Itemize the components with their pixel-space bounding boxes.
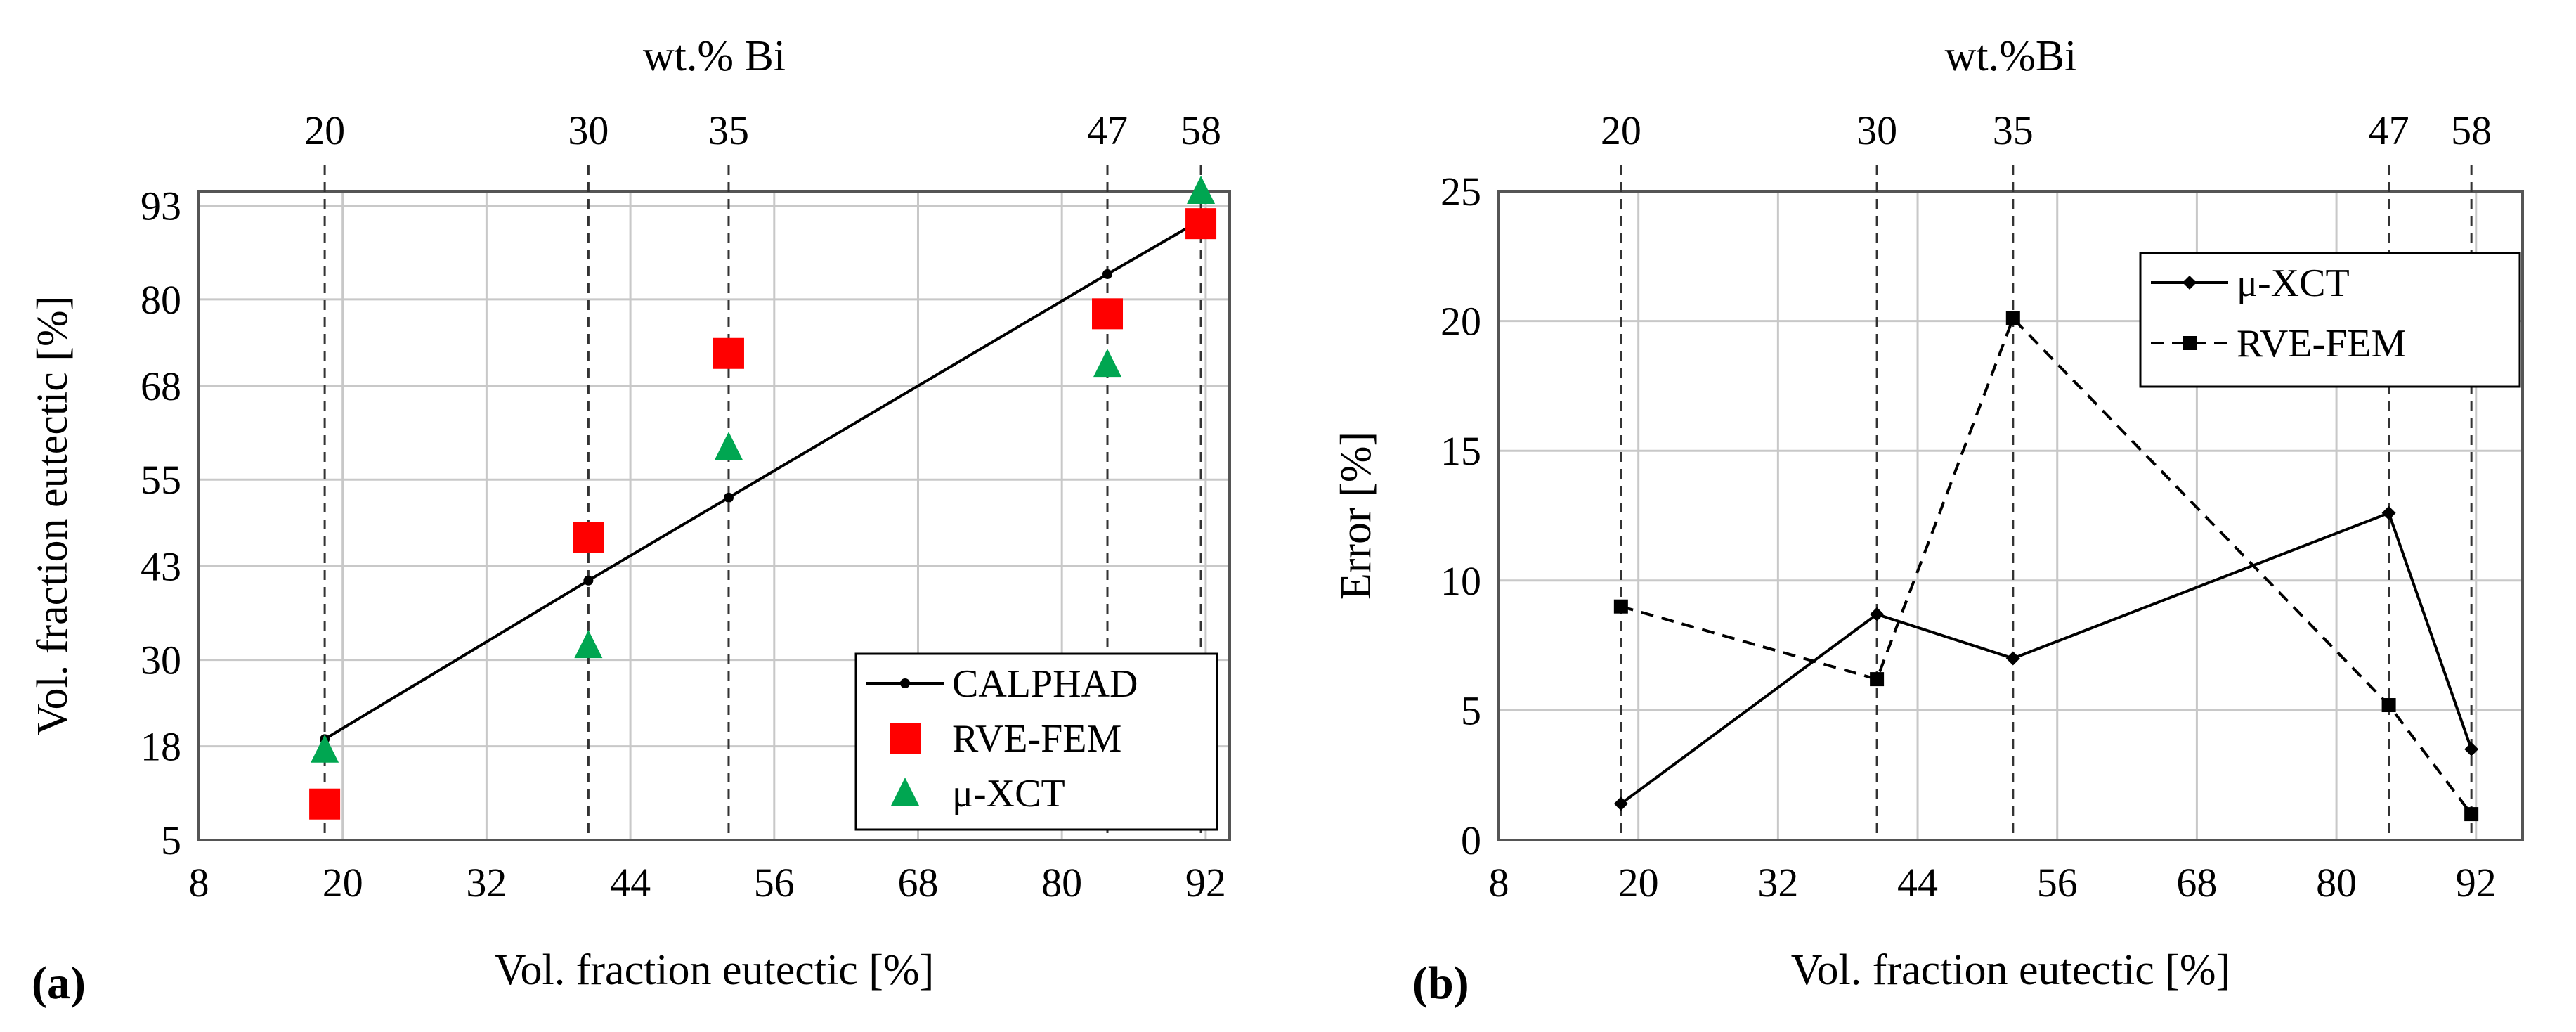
y-tick-label: 5 (1461, 688, 1481, 733)
y-tick-label: 20 (1440, 299, 1481, 344)
top-tick-label: 30 (1856, 108, 1897, 153)
legend-label: RVE-FEM (2237, 322, 2406, 366)
data-point-diamond (2464, 742, 2479, 756)
x-tick-label: 68 (2176, 860, 2217, 905)
panel-label: (b) (1412, 957, 1469, 1009)
y-tick-label: 18 (141, 724, 181, 770)
legend: μ-XCT RVE-FEM (2139, 252, 2521, 388)
legend-key-square (2183, 336, 2197, 350)
legend-label: μ-XCT (952, 772, 1065, 815)
y-tick-label: 93 (141, 183, 181, 229)
x-axis-label: Vol. fraction eutectic [%] (1791, 946, 2230, 994)
series-rve-fem (309, 208, 1217, 820)
top-tick-label: 58 (1180, 108, 1221, 153)
y-tick-label: 5 (161, 818, 181, 863)
data-point-square (2464, 807, 2479, 822)
data-point-square (1092, 298, 1124, 330)
x-tick-label: 8 (1489, 860, 1509, 905)
data-point-square (713, 337, 744, 369)
series--xct (1613, 505, 2479, 811)
y-tick-label: 55 (141, 457, 181, 503)
legend-label: RVE-FEM (952, 717, 1121, 761)
y-axis-label: Vol. fraction eutectic [%] (29, 296, 77, 735)
x-tick-label: 80 (1041, 860, 1082, 905)
plot-frame (197, 190, 1231, 841)
data-point-square (2381, 698, 2396, 713)
data-point-triangle (574, 630, 603, 659)
data-point-square (1870, 672, 1885, 687)
top-tick-label: 30 (568, 108, 609, 153)
legend-key-square (890, 723, 921, 754)
x-tick-label: 68 (897, 860, 938, 905)
top-tick-label: 47 (2369, 108, 2409, 153)
data-point-square (573, 522, 604, 553)
top-tick-label: 20 (304, 108, 345, 153)
data-point-diamond (2381, 505, 2396, 520)
data-point-triangle (311, 734, 339, 763)
legend-key-diamond (2183, 276, 2197, 290)
legend-box (2139, 252, 2521, 388)
x-tick-label: 56 (754, 860, 795, 905)
chart-panel-b: 8 20 32 44 56 68 80 92 0 5 10 15 20 25 20 30 35 47 58 wt.%B… (1332, 32, 2524, 1009)
y-axis-label: Error [%] (1332, 432, 1380, 600)
series-line (1620, 316, 2473, 815)
top-tick-label: 35 (708, 108, 749, 153)
x-tick-label: 8 (189, 860, 209, 905)
data-point-square (309, 788, 341, 820)
y-tick-label: 43 (141, 543, 181, 589)
x-tick-label: 92 (2456, 860, 2497, 905)
data-point-dot (583, 575, 594, 586)
plot-frame (1497, 190, 2524, 841)
panel-label: (a) (32, 957, 86, 1009)
y-tick-label: 68 (141, 363, 181, 409)
x-tick-label: 56 (2037, 860, 2078, 905)
x-tick-label: 32 (466, 860, 507, 905)
x-tick-label: 44 (1897, 860, 1938, 905)
x-axis-label: Vol. fraction eutectic [%] (495, 946, 934, 994)
data-point-triangle (1187, 176, 1216, 204)
x-tick-label: 20 (1618, 860, 1659, 905)
y-tick-label: 25 (1440, 169, 1481, 214)
top-tick-label: 20 (1601, 108, 1641, 153)
y-tick-label: 0 (1461, 818, 1481, 863)
data-point-triangle (1093, 349, 1122, 378)
top-tick-label: 35 (1993, 108, 2034, 153)
data-point-square (1613, 599, 1628, 614)
chart-panel-a: 8 20 32 44 56 68 80 92 5 18 30 43 55 68 80 93 20 30 35 47 58… (29, 32, 1231, 1009)
top-tick-label: 47 (1087, 108, 1128, 153)
x-tick-label: 20 (323, 860, 363, 905)
x-tick-label: 92 (1185, 860, 1226, 905)
top-axis-label: wt.%Bi (1945, 32, 2077, 80)
y-tick-label: 15 (1440, 428, 1481, 474)
top-tick-label: 58 (2451, 108, 2492, 153)
data-point-diamond (2005, 651, 2020, 666)
legend-label: μ-XCT (2237, 262, 2350, 305)
series-rve-fem (1613, 311, 2479, 822)
x-tick-label: 32 (1757, 860, 1798, 905)
data-point-diamond (1870, 607, 1885, 621)
top-axis-label: wt.% Bi (643, 32, 786, 80)
data-point-dot (723, 492, 734, 503)
data-point-diamond (1613, 796, 1628, 811)
series--xct (311, 176, 1216, 763)
data-point-square (2005, 311, 2020, 325)
data-point-triangle (714, 432, 743, 460)
y-tick-label: 10 (1440, 558, 1481, 604)
legend: CALPHAD RVE-FEM μ-XCT (854, 652, 1218, 831)
data-point-square (1185, 208, 1217, 240)
legend-key-dot (900, 678, 910, 688)
x-tick-label: 80 (2316, 860, 2357, 905)
x-tick-label: 44 (610, 860, 651, 905)
y-tick-label: 80 (141, 277, 181, 323)
legend-label: CALPHAD (952, 662, 1138, 706)
y-tick-label: 30 (141, 638, 181, 683)
data-point-dot (1102, 269, 1113, 279)
legend-key-triangle (891, 778, 919, 806)
